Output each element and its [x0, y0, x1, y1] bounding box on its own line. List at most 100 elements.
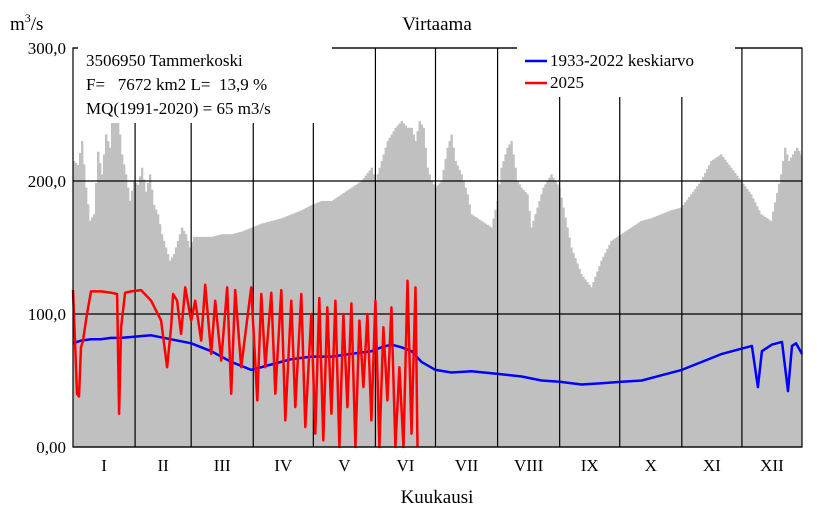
range-bar — [658, 215, 661, 447]
range-bar — [540, 194, 543, 447]
range-bar — [736, 175, 739, 447]
range-bar — [584, 279, 587, 447]
range-bar — [550, 174, 553, 447]
range-bar — [582, 276, 585, 447]
range-bar — [622, 232, 625, 447]
range-bar — [314, 203, 318, 447]
range-bar — [184, 234, 188, 447]
range-bar — [416, 131, 419, 448]
range-bar — [694, 188, 697, 448]
range-bar — [580, 274, 583, 447]
range-bar — [628, 228, 631, 447]
range-bar — [682, 204, 685, 447]
range-bar — [330, 200, 334, 447]
range-bar — [632, 226, 635, 447]
range-bar — [674, 209, 677, 447]
range-bar — [566, 227, 569, 447]
range-bar — [706, 169, 709, 447]
range-bar — [86, 204, 90, 447]
range-bar — [128, 200, 132, 447]
range-bar — [164, 247, 168, 447]
range-bar — [114, 104, 118, 447]
range-bar — [780, 174, 783, 447]
range-bar — [420, 124, 423, 447]
range-bar — [798, 151, 801, 447]
range-bar — [388, 137, 391, 447]
range-bar — [234, 233, 238, 447]
range-bar — [75, 163, 78, 448]
range-bar — [656, 215, 659, 447]
range-bar — [492, 218, 495, 447]
legend-background — [517, 47, 735, 97]
range-bar — [102, 154, 106, 447]
range-bar — [724, 159, 727, 447]
range-bar — [614, 238, 617, 447]
range-bar — [586, 282, 589, 447]
range-bar — [692, 191, 695, 447]
chart-title: Virtaama — [402, 14, 472, 35]
range-bar — [470, 214, 473, 447]
range-bar — [418, 121, 421, 448]
range-bar — [532, 220, 535, 447]
range-bar — [118, 134, 122, 447]
range-bar — [432, 184, 435, 447]
y-axis-unit: m3/s — [10, 11, 43, 35]
month-label: IV — [274, 456, 293, 475]
range-bar — [152, 204, 156, 447]
range-bar — [520, 187, 523, 447]
range-bar — [96, 151, 100, 448]
range-bar — [194, 236, 198, 447]
range-bar — [646, 219, 649, 447]
range-bar — [784, 147, 787, 447]
range-bar — [442, 169, 445, 448]
range-bar — [528, 210, 531, 447]
range-bar — [482, 222, 485, 447]
range-bar — [794, 151, 797, 447]
range-bar — [536, 207, 539, 447]
range-bar — [168, 260, 172, 447]
range-bar — [390, 134, 393, 447]
range-bar — [344, 191, 348, 447]
range-bar — [356, 183, 360, 447]
range-bar — [738, 178, 741, 447]
range-bar — [150, 189, 154, 447]
range-bar — [134, 183, 138, 447]
range-bar — [364, 175, 367, 447]
range-bar — [254, 225, 258, 447]
range-bar — [338, 195, 342, 447]
range-bar — [790, 157, 793, 448]
range-bar — [202, 236, 206, 447]
range-bar — [182, 230, 186, 447]
range-bar — [130, 190, 134, 447]
range-bar — [94, 183, 98, 447]
range-bar — [320, 200, 324, 447]
range-bar — [180, 227, 184, 447]
range-bar — [570, 247, 573, 447]
range-bar — [370, 167, 373, 447]
range-bar — [734, 173, 737, 447]
range-bar — [560, 197, 563, 448]
range-bar — [644, 219, 647, 447]
range-bar — [596, 271, 599, 447]
range-bar — [530, 227, 533, 447]
range-bar — [396, 125, 399, 447]
range-bar — [666, 211, 669, 447]
range-bar — [256, 225, 260, 447]
range-bar — [174, 247, 178, 447]
range-bar — [458, 169, 461, 448]
range-bar — [588, 284, 591, 447]
range-bar — [506, 147, 509, 447]
range-bar — [144, 191, 148, 447]
range-bar — [592, 282, 595, 447]
range-bar — [720, 154, 723, 447]
legend: 1933-2022 keskiarvo 2025 — [517, 47, 735, 97]
range-bar — [660, 214, 663, 447]
range-bar — [456, 165, 459, 448]
range-bar — [770, 220, 773, 447]
range-bar — [380, 161, 383, 448]
range-bar — [678, 208, 681, 447]
info-line-mq: MQ(1991-2020) = 65 m3/s — [86, 99, 271, 118]
range-bar — [340, 194, 344, 447]
range-bar — [336, 196, 340, 447]
range-bar — [158, 224, 162, 447]
